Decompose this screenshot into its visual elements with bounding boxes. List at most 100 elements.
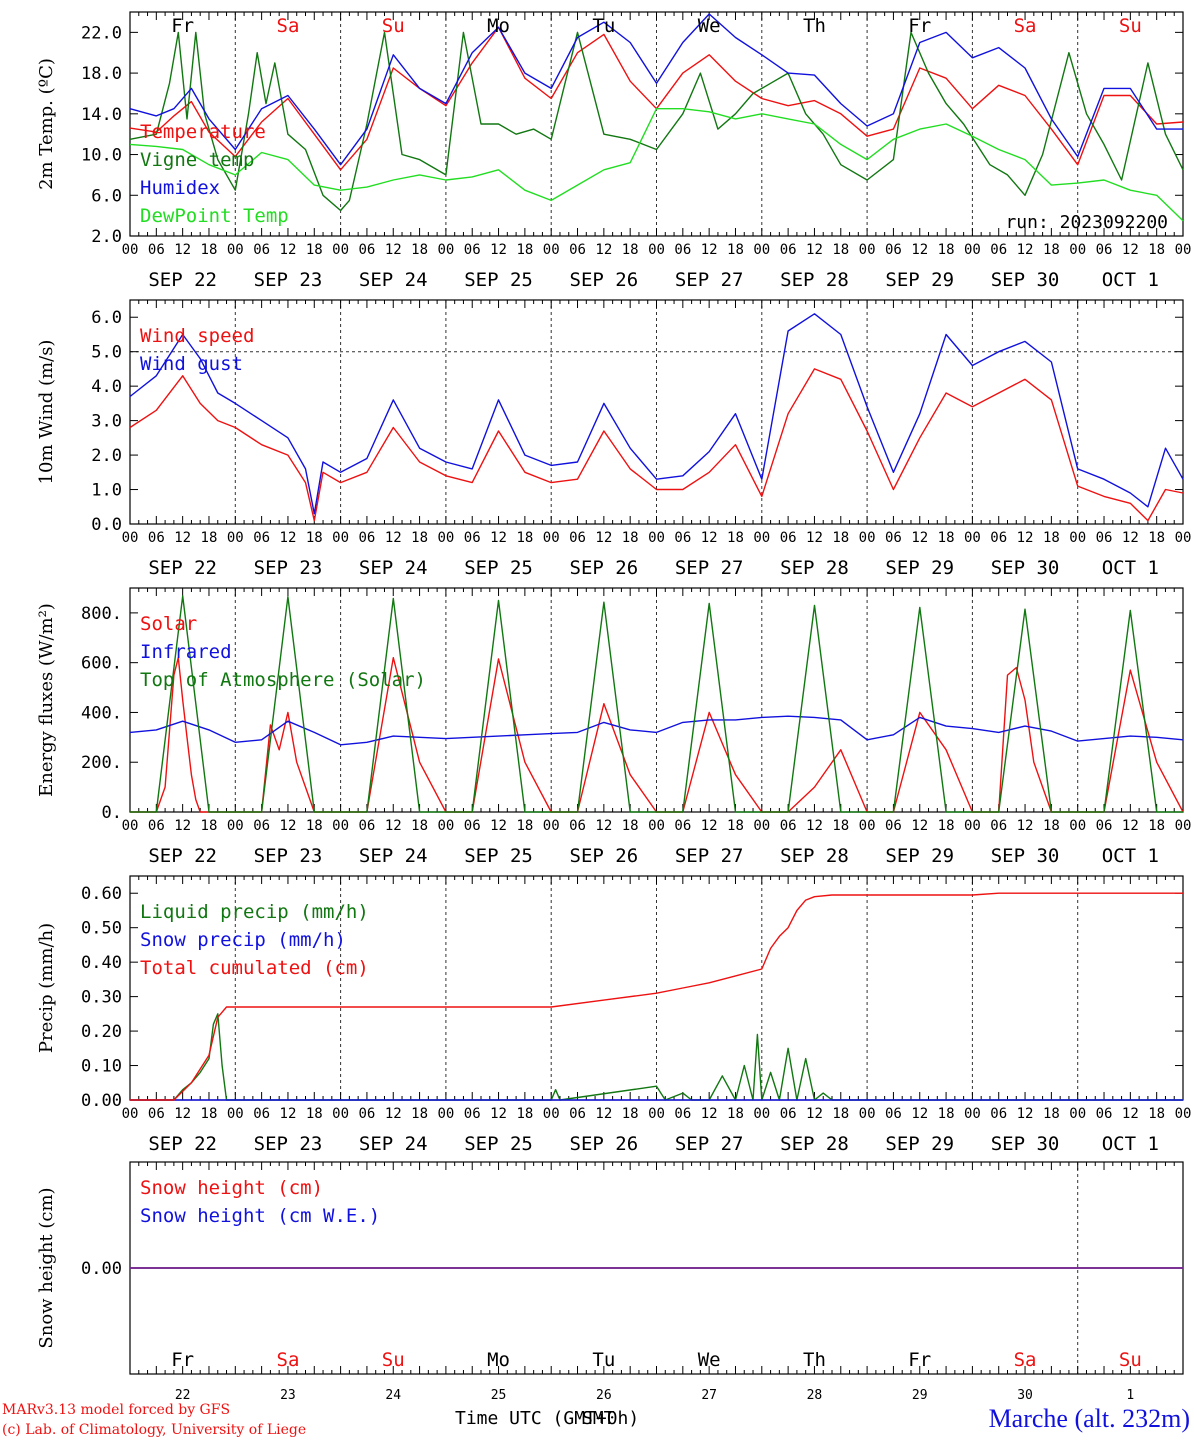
wind-frame (129, 299, 1184, 525)
energy-date-label: SEP 22 (148, 845, 217, 867)
temp-ytick-label: 10.0 (81, 146, 122, 166)
snow-weekday-label: Tu (592, 1349, 615, 1371)
wind-date-label: SEP 30 (991, 557, 1060, 579)
energy-hour-label: 12 (385, 818, 402, 834)
wind-hour-label: 18 (622, 530, 639, 546)
temp-hour-label: 12 (174, 242, 191, 258)
precip-hour-label: 06 (885, 1106, 902, 1122)
precip-legend-entry: Snow precip (mm/h) (140, 929, 346, 951)
temp-weekday-label: Sa (1014, 15, 1037, 37)
temp-hour-label: 00 (332, 242, 349, 258)
wind-hour-label: 18 (411, 530, 428, 546)
energy-date-label: SEP 29 (885, 845, 954, 867)
temp-hour-label: 12 (595, 242, 612, 258)
precip-hour-label: 18 (622, 1106, 639, 1122)
snow-day-number: 30 (1017, 1388, 1033, 1403)
wind-hour-label: 18 (832, 530, 849, 546)
wind-hour-label: 12 (174, 530, 191, 546)
run-label: run: 2023092200 (1005, 212, 1168, 233)
wind-hour-label: 18 (306, 530, 323, 546)
wind-date-label: SEP 26 (570, 557, 639, 579)
energy-date-label: SEP 27 (675, 845, 744, 867)
wind-series-line (129, 368, 1184, 522)
temp-hour-label: 18 (1043, 242, 1060, 258)
precip-hour-label: 18 (1148, 1106, 1165, 1122)
precip-hour-label: 06 (990, 1106, 1007, 1122)
energy-ytick-label: 600. (81, 654, 122, 674)
wind-hour-label: 12 (1122, 530, 1139, 546)
wind-hour-label: 12 (701, 530, 718, 546)
precip-hour-label: 12 (1122, 1106, 1139, 1122)
energy-hour-label: 06 (358, 818, 375, 834)
snow-weekday-label: Su (382, 1349, 405, 1371)
temp-weekday-label: Fr (171, 15, 194, 37)
precip-date-label: SEP 24 (359, 1133, 428, 1155)
snow-day-number: 25 (491, 1388, 507, 1403)
snow-weekday-label: Su (1119, 1349, 1142, 1371)
temp-weekday-label: Su (382, 15, 405, 37)
wind-panel: 0.0 1.0 2.0 3.0 4.0 5.0 6.0 10m Wind (m/s) Wind … (36, 299, 1191, 579)
energy-hour-label: 12 (911, 818, 928, 834)
temp-hour-label: 06 (885, 242, 902, 258)
temp-hour-label: 06 (990, 242, 1007, 258)
wind-hour-label: 12 (490, 530, 507, 546)
wind-hour-label: 06 (990, 530, 1007, 546)
temp-hour-label: 00 (1069, 242, 1086, 258)
precip-ytick-label: 0.30 (81, 988, 122, 1008)
precip-series-line (130, 892, 1183, 1101)
wind-legend-entry: Wind speed (140, 325, 254, 347)
temp-hour-label: 12 (806, 242, 823, 258)
temp-weekday-label: We (698, 15, 721, 37)
temp-hour-label: 06 (148, 242, 165, 258)
wind-hour-label: 12 (806, 530, 823, 546)
wind-hour-label: 18 (201, 530, 218, 546)
energy-hour-label: 12 (1122, 818, 1139, 834)
energy-hour-label: 18 (1148, 818, 1165, 834)
energy-hour-label: 12 (280, 818, 297, 834)
temp-ytick-label: 14.0 (81, 105, 122, 125)
energy-hour-label: 00 (648, 818, 665, 834)
temp-hour-label: 06 (1096, 242, 1113, 258)
temp-date-label: SEP 26 (570, 269, 639, 291)
precip-date-label: SEP 22 (148, 1133, 217, 1155)
snow-legend-entry: Snow height (cm W.E.) (140, 1205, 380, 1227)
snow-legend-entry: Snow height (cm) (140, 1177, 323, 1199)
wind-date-label: SEP 22 (148, 557, 217, 579)
precip-hour-label: 12 (1017, 1106, 1034, 1122)
wind-hour-label: 12 (385, 530, 402, 546)
energy-hour-label: 18 (622, 818, 639, 834)
energy-legend-entry: Top of Atmosphere (Solar) (140, 669, 426, 691)
energy-date-label: OCT 1 (1102, 845, 1159, 867)
precip-date-label: SEP 28 (780, 1133, 849, 1155)
wind-ytick-label: 1.0 (91, 481, 122, 501)
energy-hour-label: 18 (306, 818, 323, 834)
wind-hour-label: 00 (122, 530, 139, 546)
temp-hour-label: 12 (490, 242, 507, 258)
energy-series-line (129, 715, 1184, 746)
wind-hour-label: 00 (753, 530, 770, 546)
wind-hour-label: 12 (1017, 530, 1034, 546)
snow-weekday-label: Fr (171, 1349, 194, 1371)
snow-day-number: 29 (912, 1388, 928, 1403)
wind-hour-label: 06 (885, 530, 902, 546)
snow-day-number: 23 (280, 1388, 296, 1403)
energy-ytick-label: 200. (81, 753, 122, 773)
wind-date-label: OCT 1 (1102, 557, 1159, 579)
energy-legend-entry: Infrared (140, 641, 232, 663)
precip-date-label: SEP 23 (254, 1133, 323, 1155)
temp-weekday-label: Tu (592, 15, 615, 37)
temp-legend-entry: Temperature (140, 121, 266, 143)
precip-hour-label: 00 (227, 1106, 244, 1122)
temp-date-label: SEP 29 (885, 269, 954, 291)
meteogram-panels: 2.06.010.014.018.022.02m Temp. (ºC) Tempe… (36, 11, 1191, 1403)
snow-day-number: 24 (385, 1388, 401, 1403)
temp-weekday-label: Fr (908, 15, 931, 37)
temp-hour-label: 12 (701, 242, 718, 258)
wind-hour-label: 06 (358, 530, 375, 546)
temp-ytick-label: 6.0 (91, 186, 122, 206)
precip-hour-label: 06 (253, 1106, 270, 1122)
temp-series-line (129, 31, 1184, 212)
snow-ylabel: Snow height (cm) (36, 1187, 57, 1348)
energy-hour-label: 12 (1017, 818, 1034, 834)
